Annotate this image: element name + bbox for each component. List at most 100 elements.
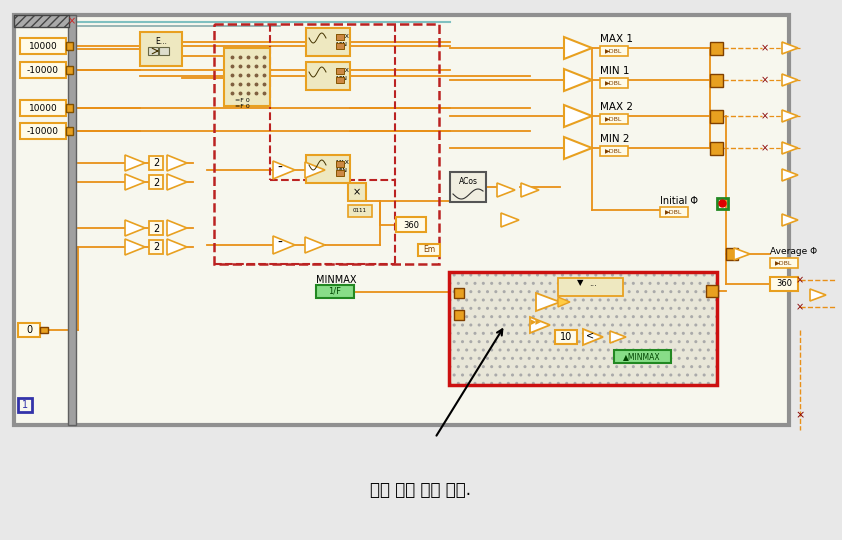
Bar — [306, 155, 350, 183]
Bar — [660, 207, 688, 217]
Polygon shape — [125, 155, 145, 171]
Bar — [66, 127, 73, 135]
Bar — [710, 74, 723, 87]
Bar — [20, 100, 66, 116]
Text: 0: 0 — [26, 325, 32, 335]
Bar — [710, 110, 723, 123]
Bar — [149, 240, 163, 254]
Bar — [336, 43, 344, 49]
Polygon shape — [273, 161, 295, 179]
Text: -: - — [278, 161, 282, 175]
Polygon shape — [497, 183, 515, 197]
Polygon shape — [125, 174, 145, 190]
Polygon shape — [125, 220, 145, 236]
Text: MIN: MIN — [335, 168, 347, 173]
Bar — [450, 172, 486, 202]
Text: 360: 360 — [403, 220, 419, 230]
Polygon shape — [501, 213, 519, 227]
Text: ×: × — [761, 75, 769, 85]
Text: 10000: 10000 — [29, 42, 57, 51]
Bar — [454, 288, 464, 298]
Bar — [396, 217, 426, 232]
Bar — [449, 272, 717, 385]
Bar — [555, 330, 577, 344]
Bar — [348, 205, 372, 217]
Polygon shape — [734, 248, 750, 260]
Text: Average Φ: Average Φ — [770, 247, 817, 256]
Bar — [710, 42, 723, 55]
Text: -10000: -10000 — [27, 127, 59, 136]
Text: ×: × — [796, 275, 804, 285]
Polygon shape — [782, 169, 798, 181]
Text: =F 0: =F 0 — [235, 105, 250, 110]
Bar — [18, 323, 40, 337]
Polygon shape — [167, 174, 187, 190]
Text: E...: E... — [155, 37, 167, 46]
Bar — [726, 248, 738, 260]
Text: Em: Em — [423, 246, 435, 254]
Text: 10: 10 — [560, 332, 572, 342]
Text: ×: × — [761, 143, 769, 153]
Text: ▶DBL: ▶DBL — [775, 260, 792, 266]
Text: ▶DBL: ▶DBL — [605, 80, 623, 85]
Bar — [336, 170, 344, 176]
Polygon shape — [558, 297, 570, 307]
Bar — [14, 15, 789, 425]
Bar — [600, 114, 628, 124]
Bar — [148, 47, 158, 55]
Bar — [614, 350, 671, 363]
Bar — [224, 48, 270, 106]
Text: ▶DBL: ▶DBL — [605, 49, 623, 53]
Bar — [600, 46, 628, 56]
Text: 10000: 10000 — [29, 104, 57, 113]
Bar — [159, 47, 169, 55]
Bar — [14, 15, 69, 27]
Text: ...: ... — [589, 279, 597, 287]
Text: MAX 2: MAX 2 — [600, 102, 633, 112]
Text: 1/F: 1/F — [328, 287, 342, 296]
Text: MAX: MAX — [335, 160, 349, 165]
Bar — [706, 285, 718, 297]
Text: 0111: 0111 — [353, 208, 367, 213]
Polygon shape — [273, 236, 295, 254]
Bar — [149, 175, 163, 189]
Bar — [306, 62, 350, 90]
Text: -: - — [278, 236, 282, 250]
Text: 1: 1 — [22, 400, 28, 410]
Bar — [336, 68, 344, 74]
Text: 2: 2 — [153, 178, 159, 187]
Polygon shape — [782, 110, 798, 122]
Polygon shape — [782, 42, 798, 54]
Polygon shape — [167, 155, 187, 171]
Bar — [66, 66, 73, 74]
Bar — [600, 146, 628, 156]
Text: 2: 2 — [153, 224, 159, 233]
Text: ×: × — [68, 16, 76, 26]
Bar — [20, 123, 66, 139]
Text: ▶DBL: ▶DBL — [605, 117, 623, 122]
Polygon shape — [564, 137, 592, 159]
Bar — [717, 198, 728, 209]
Bar — [348, 183, 366, 201]
Polygon shape — [810, 289, 826, 301]
Bar — [336, 161, 344, 167]
Bar — [66, 104, 73, 112]
Polygon shape — [125, 239, 145, 255]
Polygon shape — [782, 74, 798, 86]
Bar — [558, 278, 623, 296]
Text: MAX 1: MAX 1 — [600, 34, 633, 44]
Polygon shape — [564, 37, 592, 59]
Bar — [600, 78, 628, 88]
Text: ×: × — [796, 410, 805, 420]
Polygon shape — [305, 162, 325, 178]
Bar — [770, 277, 798, 291]
Text: 초기 위상 평균 취함.: 초기 위상 평균 취함. — [370, 481, 472, 499]
Text: ▶DBL: ▶DBL — [665, 210, 683, 214]
Text: 2: 2 — [153, 242, 159, 253]
Bar — [20, 38, 66, 54]
Text: ×: × — [796, 302, 804, 312]
Text: -10000: -10000 — [27, 66, 59, 75]
Polygon shape — [782, 142, 798, 154]
Bar — [710, 142, 723, 155]
Text: MIN 2: MIN 2 — [600, 134, 630, 144]
